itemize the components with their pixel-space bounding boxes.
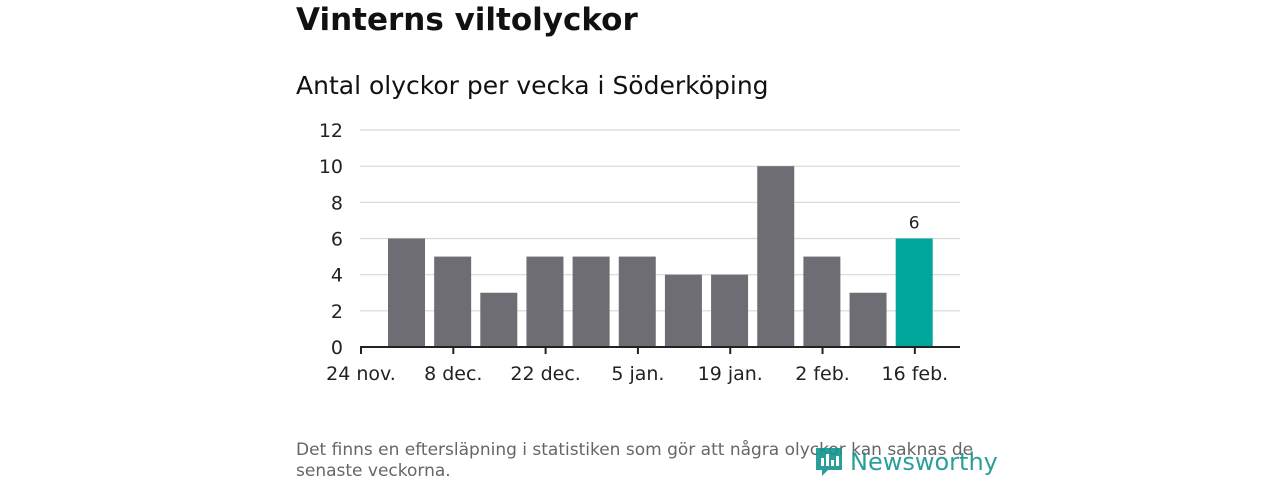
bar-highlight (895, 238, 933, 347)
y-tick-label: 12 (319, 120, 343, 142)
footnote: Det finns en eftersläpning i statistiken… (296, 440, 974, 481)
chart-title: Vinterns viltolyckor (296, 2, 638, 38)
bar-chart-speech-icon (816, 448, 842, 476)
newsworthy-logo: Newsworthy (814, 446, 998, 478)
bar (618, 256, 656, 347)
bar (803, 256, 841, 347)
bar (664, 274, 702, 347)
brand-name: Newsworthy (850, 448, 998, 476)
y-tick-label: 4 (331, 265, 343, 287)
x-tick-label: 22 dec. (510, 363, 580, 385)
chart-subtitle: Antal olyckor per vecka i Söderköping (296, 71, 769, 100)
y-tick-label: 2 (331, 301, 343, 323)
bar (526, 256, 564, 347)
bar (757, 166, 795, 347)
y-tick-label: 10 (319, 156, 343, 178)
y-tick-label: 8 (331, 192, 343, 214)
x-tick-label: 8 dec. (424, 363, 482, 385)
bar (434, 256, 472, 347)
bar (849, 292, 887, 347)
x-tick-label: 2 feb. (795, 363, 850, 385)
y-tick-label: 6 (331, 229, 343, 251)
bar-chart: 0 2 4 6 8 10 12 6 24 nov. 8 dec. 22 dec. 5 jan. 19 j… (319, 120, 960, 385)
x-tick-label: 5 jan. (611, 363, 664, 385)
data-label: 6 (909, 214, 920, 234)
bar (711, 274, 749, 347)
x-tick-label: 19 jan. (698, 363, 763, 385)
bar (388, 238, 425, 347)
y-tick-label: 0 (331, 337, 343, 359)
x-tick-label: 16 feb. (881, 363, 948, 385)
x-tick-label: 24 nov. (326, 363, 396, 385)
bar (572, 256, 610, 347)
bar (480, 292, 518, 347)
